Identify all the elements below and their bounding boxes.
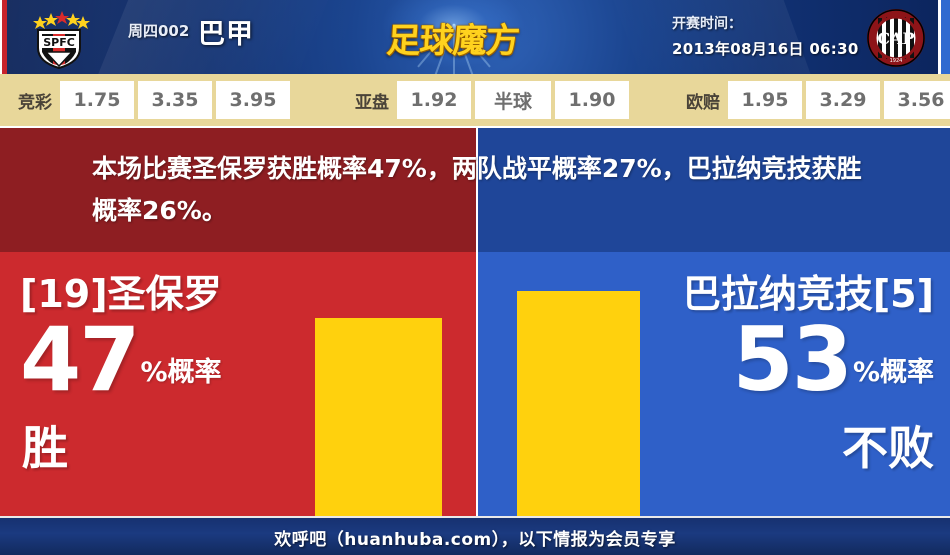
header-left-edge — [0, 0, 2, 74]
home-team-crest-icon: SPFC — [33, 11, 90, 70]
home-probability-unit: %概率 — [140, 357, 222, 388]
odds-group-jingcai: 竞彩 1.75 3.35 3.95 — [18, 74, 294, 126]
kickoff-label: 开赛时间： — [672, 16, 742, 32]
header-bar: SPFC CAP 1924 周四002 巴甲 足球魔方 开赛时间： 2013年0… — [0, 0, 950, 74]
bar-home-probability — [315, 318, 442, 516]
brand-logo: 足球魔方 — [385, 20, 521, 61]
odds-value[interactable]: 3.95 — [216, 81, 290, 119]
odds-group-title: 亚盘 — [355, 92, 389, 113]
odds-value[interactable]: 1.75 — [60, 81, 134, 119]
odds-group-oupei: 欧赔 1.95 3.29 3.56 — [686, 74, 950, 126]
odds-value[interactable]: 1.92 — [397, 81, 471, 119]
away-probability-row: 53 %概率 — [639, 308, 934, 411]
odds-value[interactable]: 3.56 — [884, 81, 950, 119]
header-sheen-right — [602, 0, 828, 74]
svg-text:CAP: CAP — [877, 29, 914, 48]
away-probability-value: 53 — [732, 308, 852, 411]
footer-top-rule — [0, 516, 950, 518]
probability-chart: [19]圣保罗 47 %概率 胜 巴拉纳竞技[5] 53 %概率 不败 — [0, 252, 950, 516]
home-probability-value: 47 — [20, 308, 140, 411]
odds-group-title: 欧赔 — [686, 92, 720, 113]
away-team-name: 巴拉纳竞技[5] — [682, 272, 934, 316]
away-stats: 巴拉纳竞技[5] 53 %概率 不败 — [645, 252, 940, 516]
chart-divider — [476, 252, 478, 516]
header-left-stripe — [0, 0, 7, 74]
odds-value[interactable]: 3.29 — [806, 81, 880, 119]
summary-band: 本场比赛圣保罗获胜概率47%，两队战平概率27%，巴拉纳竞技获胜概率26%。 — [0, 128, 950, 252]
match-round-label: 周四002 — [128, 22, 190, 40]
away-outcome-label: 不败 — [842, 421, 934, 475]
bar-away-probability — [517, 291, 640, 516]
odds-handicap[interactable]: 半球 — [475, 81, 551, 119]
svg-text:1924: 1924 — [890, 58, 903, 64]
footer-bar: 欢呼吧（huanhuba.com），以下情报为会员专享 — [0, 516, 950, 555]
away-team-crest-icon: CAP 1924 — [867, 9, 925, 67]
summary-right-half — [478, 128, 950, 252]
header-right-edge — [938, 0, 941, 74]
kickoff-time: 2013年08月16日 06:30 — [672, 40, 859, 58]
header-right-stripe — [941, 0, 950, 74]
away-probability-unit: %概率 — [852, 357, 934, 388]
summary-text: 本场比赛圣保罗获胜概率47%，两队战平概率27%，巴拉纳竞技获胜概率26%。 — [92, 154, 862, 225]
summary-divider — [476, 128, 478, 252]
home-probability-row: 47 %概率 — [20, 308, 320, 411]
odds-group-title: 竞彩 — [18, 92, 52, 113]
odds-value[interactable]: 1.95 — [728, 81, 802, 119]
home-outcome-label: 胜 — [22, 421, 68, 475]
brand-glow-panel — [372, 0, 534, 74]
footer-text: 欢呼吧（huanhuba.com），以下情报为会员专享 — [274, 530, 676, 550]
odds-value[interactable]: 1.90 — [555, 81, 629, 119]
league-name: 巴甲 — [198, 19, 254, 50]
summary-left-half — [0, 128, 476, 252]
home-stats: [19]圣保罗 47 %概率 胜 — [12, 252, 312, 516]
svg-text:SPFC: SPFC — [43, 36, 75, 49]
home-team-name: [19]圣保罗 — [20, 272, 222, 316]
odds-bar: 竞彩 1.75 3.35 3.95 亚盘 1.92 半球 1.90 欧赔 1.9… — [0, 74, 950, 126]
odds-value[interactable]: 3.35 — [138, 81, 212, 119]
odds-group-yapan: 亚盘 1.92 半球 1.90 — [355, 74, 633, 126]
